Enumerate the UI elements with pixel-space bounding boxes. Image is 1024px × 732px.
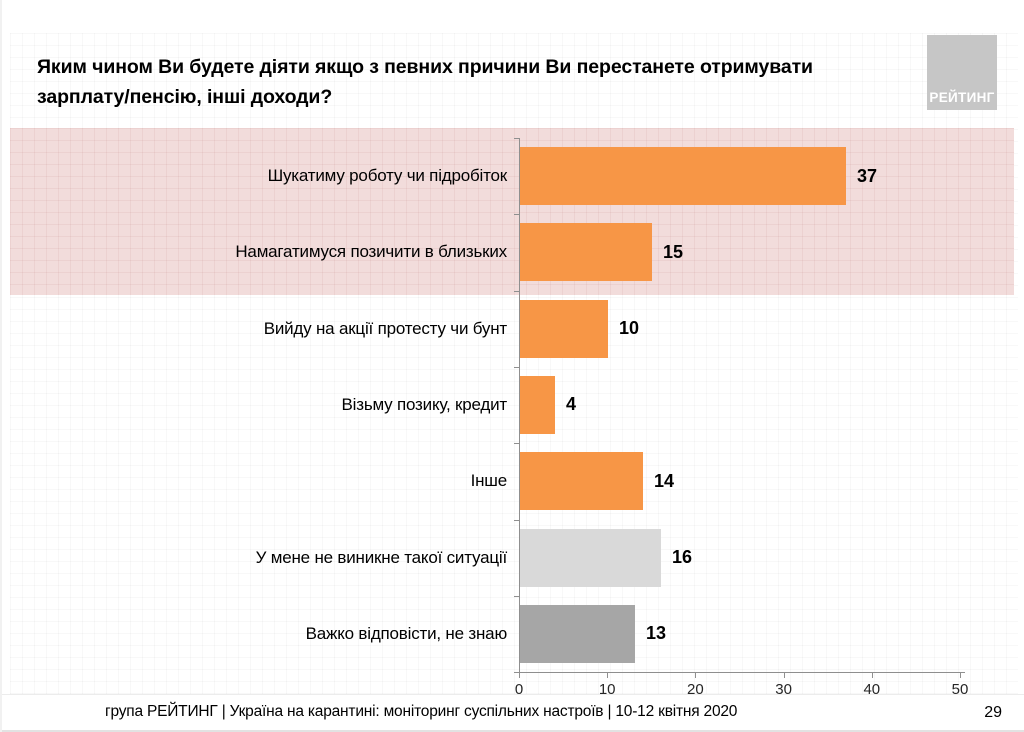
x-axis-tick [871, 673, 873, 678]
category-label: Важко відповісти, не знаю [305, 623, 508, 643]
category-axis-tick [514, 138, 519, 139]
bar [520, 452, 643, 511]
value-axis-line [519, 672, 965, 673]
chart-question-title: Яким чином Ви будете діяти якщо з певних… [37, 56, 813, 108]
source-caption: група РЕЙТИНГ | Україна на карантині: мо… [105, 703, 738, 720]
category-axis-tick [514, 290, 519, 292]
footer-divider [2, 694, 1024, 695]
category-label: У мене не виникне такої ситуації [255, 547, 508, 567]
chart-row: Намагатимуся позичити в близьких 15 [235, 214, 989, 291]
x-axis-tick-label: 50 [951, 681, 969, 698]
bar [520, 604, 635, 663]
bar [520, 299, 608, 358]
highlight-band [10, 128, 1014, 295]
category-label: Інше [470, 471, 508, 491]
value-label: 4 [566, 394, 577, 415]
chart-row: Важко відповісти, не знаю 13 [306, 596, 989, 673]
value-label: 14 [654, 470, 675, 491]
chart-row: Інше 14 [471, 443, 989, 520]
value-label: 13 [646, 623, 667, 644]
category-label: Шукатиму роботу чи підробіток [267, 166, 508, 185]
category-axis-tick [514, 214, 519, 216]
title-block: Яким чином Ви будете діяти якщо з певних… [37, 52, 922, 112]
x-axis-tick [607, 673, 609, 678]
bottom-edge-line [2, 730, 1024, 732]
value-label: 15 [663, 241, 684, 262]
bar-chart: Шукатиму роботу чи підробіток 37 Намагат… [235, 138, 989, 698]
chart-row: У мене не виникне такої ситуації 16 [256, 520, 989, 597]
category-label: Візьму позику, кредит [341, 394, 508, 414]
chart-row: Візьму позику, кредит 4 [342, 367, 989, 444]
x-axis-tick-label: 20 [687, 681, 704, 698]
category-axis-tick [514, 519, 519, 521]
category-axis-tick [514, 595, 519, 597]
category-axis-tick [514, 366, 519, 368]
x-axis-tick-label: 10 [598, 681, 616, 698]
x-axis-tick-label: 40 [863, 681, 881, 698]
chart-row: Шукатиму роботу чи підробіток 37 [268, 138, 989, 215]
chart-row: Вийду на акції протесту чи бунт 10 [264, 291, 989, 368]
value-label: 10 [619, 318, 640, 339]
category-axis-line [519, 138, 520, 672]
category-label: Вийду на акції протесту чи бунт [263, 318, 507, 338]
bar [520, 223, 652, 282]
x-axis-tick [783, 673, 785, 678]
chart-rows: Шукатиму роботу чи підробіток 37 Намагат… [235, 138, 989, 673]
value-label: 16 [672, 547, 693, 567]
logo-text: РЕЙТИНГ [929, 90, 995, 105]
bar [520, 528, 661, 587]
category-axis-tick [514, 672, 519, 674]
bar [520, 375, 555, 434]
category-label: Намагатимуся позичити в близьких [235, 242, 507, 262]
x-axis-tick-label: 0 [514, 681, 524, 698]
page-number: 29 [984, 704, 1002, 721]
x-axis-tick-label: 30 [775, 681, 792, 698]
x-axis-tick [960, 673, 961, 678]
value-label: 37 [857, 165, 878, 186]
category-axis-tick [514, 443, 519, 445]
x-axis-tick [695, 673, 697, 678]
rating-group-logo: РЕЙТИНГ [927, 35, 997, 110]
bar [520, 147, 846, 205]
x-axis-tick [519, 673, 520, 678]
